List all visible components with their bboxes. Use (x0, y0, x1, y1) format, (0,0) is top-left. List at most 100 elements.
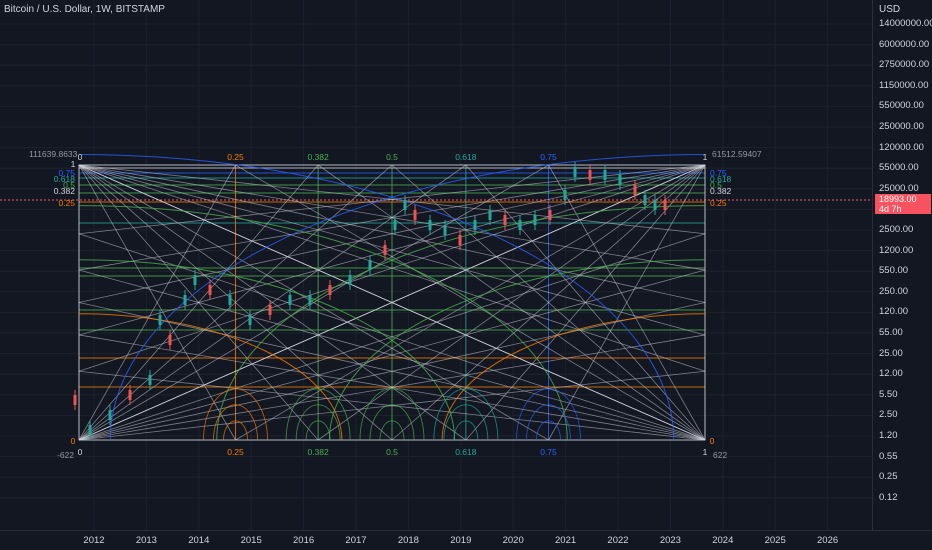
fib-level-label: 0.618 (710, 174, 732, 184)
candle-body (548, 210, 552, 220)
fib-arc (216, 205, 706, 441)
candle-body (488, 210, 492, 220)
fib-level-label: 0.75 (540, 447, 557, 457)
price-tick: 55.00 (879, 327, 903, 338)
price-tick: 2750000.00 (879, 59, 930, 71)
fib-level-label: 1 (71, 159, 76, 169)
price-scale[interactable]: USD 14000000.00 6000000.00 2750000.00 11500… (872, 0, 932, 530)
price-tick: 550000.00 (879, 100, 924, 112)
candle-body (328, 285, 332, 295)
fib-fan-line (78, 302, 706, 441)
fib-fan-line (78, 164, 706, 271)
price-tick: 250.00 (879, 285, 909, 297)
candle-body (348, 275, 352, 285)
candle-body (643, 195, 647, 205)
fib-arc (305, 420, 331, 441)
year-tick: 2021 (555, 535, 577, 546)
fib-level-label: 0.382 (710, 186, 732, 196)
price-tick: 120.00 (879, 306, 909, 318)
price-tick: 14000000.00 (879, 18, 932, 29)
candle-body (618, 175, 622, 185)
fib-level-label: 0 (710, 436, 715, 446)
price-tick: 12.00 (879, 368, 903, 380)
year-tick: 2019 (450, 535, 472, 546)
candle-body (128, 390, 132, 400)
candle-body (458, 235, 462, 245)
fib-arc (109, 154, 706, 441)
fib-arc (78, 259, 456, 441)
year-tick: 2014 (188, 535, 210, 546)
candle-body (413, 210, 417, 220)
fib-level-label: 111639.8633 (29, 149, 78, 159)
price-tick: 55000.00 (879, 162, 919, 174)
fib-arc (78, 205, 568, 441)
fib-level-label: 0.25 (58, 198, 75, 208)
fib-arc (285, 388, 351, 441)
price-tick: 25.00 (879, 347, 903, 359)
current-price-badge: 18993.00 4d 7h (875, 194, 931, 214)
fib-fan-line (391, 164, 706, 441)
fib-arc (536, 420, 561, 441)
year-tick: 2016 (293, 535, 315, 546)
fib-level-label: 0.25 (710, 198, 727, 208)
fib-arc (379, 420, 405, 441)
year-tick: 2013 (135, 535, 157, 546)
fib-arc (223, 420, 248, 441)
year-tick: 2024 (712, 535, 734, 546)
candle-body (193, 275, 197, 285)
candle-body (503, 215, 507, 225)
time-scale[interactable]: 2012 2013 2014 2015 2016 2017 2018 2019 2020 2021… (0, 530, 932, 550)
fib-arc (328, 259, 706, 441)
candle-body (383, 245, 387, 255)
price-tick: 550.00 (879, 265, 909, 277)
candle-body (148, 375, 152, 385)
fib-level-label: 0.75 (710, 168, 727, 178)
fib-fan-line (78, 164, 549, 441)
candle-body (393, 220, 397, 230)
fib-level-label: 0.618 (455, 447, 477, 457)
candle-body (73, 395, 77, 405)
candle-body (108, 410, 112, 420)
candle-body (308, 295, 312, 305)
year-tick: 2025 (764, 535, 786, 546)
price-tick: 1.20 (879, 430, 898, 441)
chart-pane[interactable]: Bitcoin / U.S. Dollar, 1W, BITSTAMP 0.25… (0, 0, 872, 530)
fib-level-label: 0.25 (227, 152, 244, 162)
candle-body (518, 220, 522, 230)
price-tick: 5.50 (879, 388, 898, 400)
candle-body (573, 167, 577, 177)
candle-body (88, 425, 92, 435)
candle-body (183, 295, 187, 305)
price-tick: 6000000.00 (879, 38, 930, 50)
candle-body (588, 170, 592, 180)
fib-level-label: 0.5 (386, 152, 398, 162)
fib-level-label: 1 (703, 152, 708, 162)
candle-body (653, 200, 657, 210)
fib-fan-line (78, 164, 706, 372)
candle-body (168, 335, 172, 345)
price-tick: 1200.00 (879, 244, 914, 256)
fib-level-label: 0.5 (386, 447, 398, 457)
fib-fan-line (548, 164, 706, 441)
year-tick: 2023 (659, 535, 681, 546)
fib-level-label: 0.618 (455, 152, 477, 162)
candle-body (288, 295, 292, 305)
symbol-title[interactable]: Bitcoin / U.S. Dollar, 1W, BITSTAMP (4, 4, 165, 15)
currency-label: USD (879, 4, 901, 15)
fib-chart-canvas: 0.250.250.3820.3820.50.50.6180.6180.750.… (0, 0, 872, 530)
candle-body (603, 170, 607, 180)
fib-level-label: 0.382 (307, 152, 329, 162)
fib-arc (369, 404, 415, 441)
year-tick: 2015 (240, 535, 262, 546)
fib-level-label: 0.75 (58, 168, 75, 178)
fib-arc (453, 420, 479, 441)
fib-fan-line (78, 269, 706, 441)
fib-level-label: 0.75 (540, 152, 557, 162)
fib-level-label: 0.382 (307, 447, 329, 457)
fib-fan-line (78, 164, 706, 235)
year-tick: 2017 (345, 535, 367, 546)
price-tick: 2.50 (879, 409, 898, 421)
fib-fan-line (78, 164, 706, 336)
fib-arc (526, 404, 571, 441)
year-tick: 2012 (83, 535, 105, 546)
